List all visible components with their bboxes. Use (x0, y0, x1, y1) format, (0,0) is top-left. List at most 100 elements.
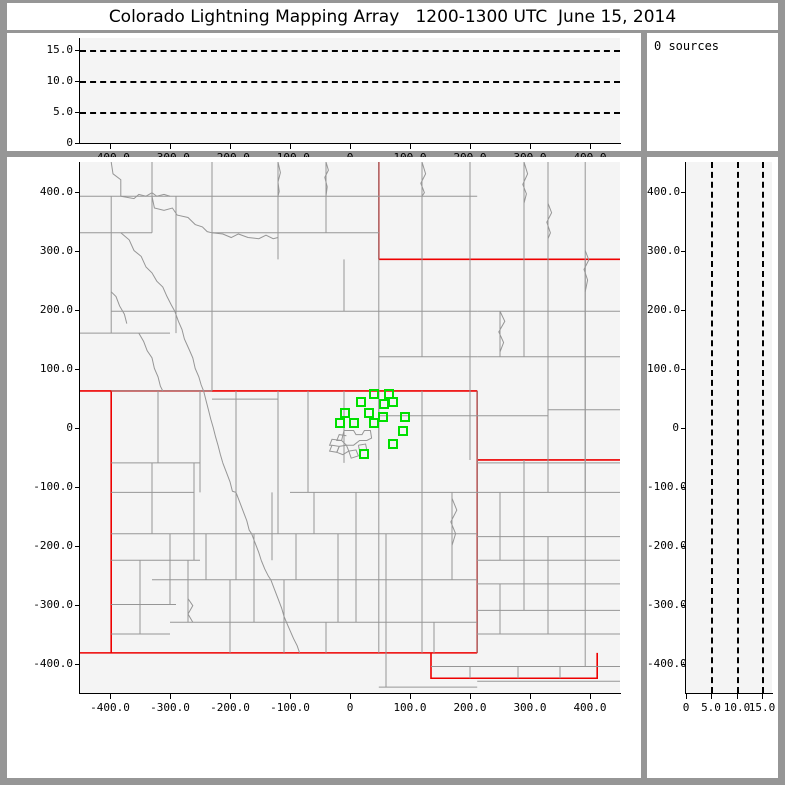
county-line-mountain-10 (235, 492, 253, 534)
lma-station-marker[interactable] (378, 412, 388, 423)
lma-station-marker[interactable] (358, 449, 369, 460)
y-axis-tick-label: 300.0 (647, 244, 681, 257)
altitude-time-plot-area[interactable] (80, 38, 620, 143)
y-axis-tick (681, 310, 686, 311)
x-axis-tick-label: -100.0 (270, 701, 310, 714)
x-axis-tick (290, 694, 291, 699)
page-title: Colorado Lightning Mapping Array 1200-13… (108, 6, 677, 27)
x-axis-tick (737, 694, 738, 699)
y-axis-tick-label: 5.0 (53, 105, 73, 118)
y-axis-tick (681, 664, 686, 665)
y-axis-tick-label: -300.0 (33, 598, 73, 611)
gridline-horizontal (80, 81, 620, 83)
x-axis-tick (590, 144, 591, 149)
county-line-mountain-11 (251, 533, 262, 561)
lma-station-marker[interactable] (388, 439, 399, 450)
x-axis-tick (290, 144, 291, 149)
county-line-mountain-2 (151, 196, 213, 234)
x-axis-tick (110, 694, 111, 699)
y-axis-tick-label: 0 (672, 421, 679, 434)
county-line-mountain-6 (110, 291, 128, 324)
gridline-horizontal (80, 112, 620, 114)
x-axis-tick (170, 144, 171, 149)
y-axis-tick-label: 400.0 (647, 185, 681, 198)
x-axis-tick-label: 10.0 (723, 701, 751, 714)
county-line-mountain-14 (285, 622, 301, 654)
county-line-mountain-13 (270, 579, 287, 623)
y-axis-tick-label: -300.0 (647, 598, 687, 611)
x-axis-tick-label: 300.0 (513, 701, 547, 714)
county-line-mountain-9 (222, 462, 237, 493)
x-axis-tick (230, 694, 231, 699)
altitude-time-panel: 05.010.015.0-400.0-300.0-200.0-100.00100… (7, 33, 641, 164)
x-axis-tick (170, 694, 171, 699)
gridline-horizontal (80, 50, 620, 52)
x-axis-tick (410, 694, 411, 699)
lma-station-marker[interactable] (388, 397, 399, 408)
y-axis-tick-label: 200.0 (647, 303, 681, 316)
y-axis-tick (75, 487, 80, 488)
x-axis-tick-label: -300.0 (150, 701, 190, 714)
county-line-misc-3 (546, 203, 553, 239)
county-line-denver-metro-6 (336, 434, 347, 441)
x-axis-tick-label: 15.0 (748, 701, 776, 714)
y-axis-tick-label: -200.0 (33, 539, 73, 552)
x-axis-tick-label: 0 (346, 701, 354, 714)
y-axis-tick-label: 15.0 (46, 43, 74, 56)
altitude-histogram-plot-area[interactable] (686, 162, 772, 693)
x-axis-tick (590, 694, 591, 699)
y-axis-tick-label: 100.0 (39, 362, 73, 375)
county-line-mountain-4 (120, 232, 176, 312)
y-axis-tick (681, 369, 686, 370)
x-axis-tick (230, 144, 231, 149)
y-axis-tick (681, 546, 686, 547)
x-axis-line (685, 693, 773, 694)
x-axis-tick (530, 694, 531, 699)
lma-station-marker[interactable] (348, 418, 359, 429)
lma-station-marker[interactable] (334, 418, 345, 429)
lma-station-marker[interactable] (379, 398, 390, 409)
lma-station-marker[interactable] (364, 407, 375, 418)
county-line-denver-metro-0 (341, 429, 373, 446)
x-axis-tick (470, 144, 471, 149)
y-axis-tick (75, 369, 80, 370)
y-axis-tick-label: 300.0 (39, 244, 73, 257)
state-boundary-ok-panhandle (430, 652, 598, 680)
county-line-misc-4 (583, 250, 590, 292)
y-axis-tick (75, 192, 80, 193)
lma-station-marker[interactable] (369, 388, 379, 399)
x-axis-tick-label: -200.0 (210, 701, 250, 714)
y-axis-tick (75, 112, 80, 113)
y-axis-tick-label: 400.0 (39, 185, 73, 198)
county-line-misc-5 (420, 162, 427, 197)
x-axis-tick (110, 144, 111, 149)
county-line-mountain-7 (138, 332, 164, 392)
x-axis-tick (350, 144, 351, 149)
y-axis-tick (75, 605, 80, 606)
y-axis-tick (75, 310, 80, 311)
county-line-mountain-0 (110, 162, 122, 197)
y-axis-tick-label: -100.0 (33, 480, 73, 493)
x-axis-tick-label: 5.0 (701, 701, 721, 714)
x-axis-tick (711, 694, 712, 699)
y-axis-tick (681, 251, 686, 252)
lma-station-marker[interactable] (369, 418, 379, 429)
y-axis-tick (75, 428, 80, 429)
lma-station-marker[interactable] (397, 426, 408, 437)
altitude-histogram-panel: -400.0 -300.0 -200.0 -100.0 0 100.0 200.0 300.0… (647, 157, 778, 778)
plan-view-map-panel: -400.0 -300.0 -200.0 -100.0 0 100.0 200.0 300.0… (7, 157, 641, 778)
county-line-denver-metro-2 (348, 449, 360, 459)
county-line-mountain-12 (260, 560, 272, 581)
county-line-misc-2 (522, 162, 529, 204)
gridline-vertical (762, 162, 764, 693)
y-axis-tick (75, 50, 80, 51)
y-axis-tick (75, 546, 80, 547)
lma-station-marker[interactable] (340, 407, 351, 418)
county-line-misc-1 (324, 162, 329, 197)
y-axis-tick (681, 428, 686, 429)
lma-station-marker[interactable] (400, 411, 411, 422)
plan-view-map-plot-area[interactable] (80, 162, 620, 693)
y-axis-tick-label: 0 (66, 421, 73, 434)
lma-station-marker[interactable] (355, 397, 366, 408)
